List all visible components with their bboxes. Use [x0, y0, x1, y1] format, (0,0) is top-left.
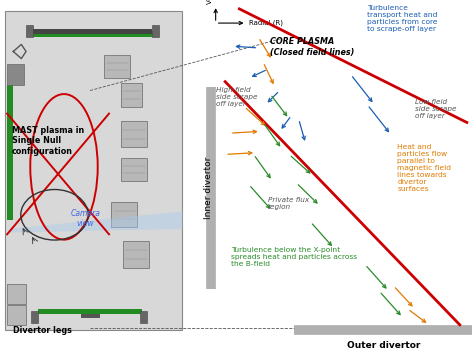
Bar — [111, 202, 137, 227]
Polygon shape — [9, 211, 182, 233]
Bar — [123, 241, 149, 268]
Bar — [26, 25, 33, 37]
Bar — [121, 83, 142, 106]
Bar — [33, 29, 152, 34]
Bar — [121, 158, 147, 181]
Text: Inner divertor: Inner divertor — [204, 157, 213, 219]
Text: Private flux
region: Private flux region — [268, 197, 309, 210]
Text: Divertor legs: Divertor legs — [13, 327, 72, 335]
Bar — [38, 309, 142, 314]
Text: CORE PLASMA
(Closed field lines): CORE PLASMA (Closed field lines) — [270, 37, 355, 57]
Bar — [7, 64, 24, 85]
Text: Vertical (Z): Vertical (Z) — [207, 0, 213, 4]
Text: Heat and
particles flow
parallel to
magnetic field
lines towards
divertor
surfac: Heat and particles flow parallel to magn… — [397, 144, 451, 192]
Bar — [31, 311, 38, 323]
Text: MAST plasma in
Single Null
configuration: MAST plasma in Single Null configuration — [12, 126, 84, 156]
Bar — [31, 31, 159, 37]
Bar — [5, 11, 182, 330]
Bar — [140, 311, 147, 323]
Bar — [7, 284, 26, 304]
Bar — [152, 25, 159, 37]
Bar — [104, 55, 130, 78]
Text: Camera
view: Camera view — [70, 209, 100, 228]
Text: Outer divertor: Outer divertor — [347, 340, 420, 350]
Text: Radial (R): Radial (R) — [249, 20, 283, 26]
Bar — [7, 85, 13, 220]
Bar — [121, 121, 147, 147]
Text: Turbulence below the X-point
spreads heat and particles across
the B-field: Turbulence below the X-point spreads hea… — [231, 247, 357, 267]
Bar — [81, 314, 100, 318]
Text: Turbulence
transport heat and
particles from core
to scrape-off layer: Turbulence transport heat and particles … — [367, 5, 438, 32]
Text: High field
side scrape
off layer: High field side scrape off layer — [216, 87, 257, 107]
Bar — [7, 305, 26, 325]
Text: Low field
side scrape
off layer: Low field side scrape off layer — [415, 99, 456, 119]
